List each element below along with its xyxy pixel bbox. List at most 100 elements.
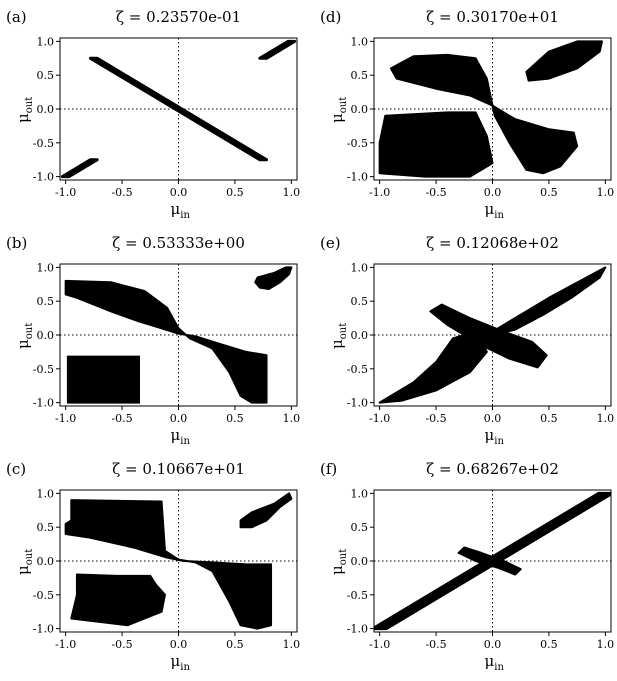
x-axis-subscript: in: [494, 436, 504, 447]
scatter-region: [457, 546, 522, 576]
y-tick-label: -1.0: [33, 171, 54, 184]
scatter-region: [258, 39, 297, 60]
x-tick-label: -1.0: [55, 412, 76, 425]
y-axis-label: μout: [328, 97, 349, 123]
y-tick-label: 0.5: [351, 69, 369, 82]
chart-panel-b: (b) ζ = 0.53333e+00 -1.0 -0.5 0.0 0.5 1.0 -1.0 -…: [0, 226, 300, 452]
y-tick-label: 0.5: [351, 295, 369, 308]
x-tick-label: 0.0: [484, 412, 502, 425]
panel-label: (c): [6, 460, 26, 478]
y-tick-label: 0.0: [351, 555, 369, 568]
y-axis-label-group: μout: [14, 323, 35, 349]
y-axis-label: μout: [14, 323, 35, 349]
y-tick-label: 0.5: [37, 295, 55, 308]
x-tick-label: 0.5: [540, 412, 558, 425]
x-tick-label: 0.5: [226, 638, 244, 651]
scatter-region: [497, 266, 607, 335]
y-axis-label-group: μout: [14, 549, 35, 575]
y-axis-label-group: μout: [14, 97, 35, 123]
panel-label: (a): [6, 8, 27, 26]
x-tick-label: 0.5: [540, 186, 558, 199]
y-axis-label-group: μout: [328, 323, 349, 349]
panel-label: (e): [320, 234, 341, 252]
data-regions: [60, 39, 297, 179]
y-axis-label: μout: [14, 97, 35, 123]
chart-panel-a: (a) ζ = 0.23570e-01 -1.0 -0.5 0.0 0.5 1.0 -1.0 -…: [0, 0, 300, 226]
chart-title: ζ = 0.12068e+02: [426, 234, 559, 252]
x-axis-label: μin: [485, 200, 505, 221]
y-tick-label: -1.0: [33, 623, 54, 636]
scatter-region: [378, 330, 488, 404]
scatter-region: [70, 573, 166, 627]
y-axis-subscript: out: [338, 323, 349, 339]
chart-svg-c: (c) ζ = 0.10667e+01 -1.0 -0.5 0.0 0.5 1.0 -1.0 -…: [6, 460, 300, 673]
x-tick-label: 0.5: [540, 638, 558, 651]
x-tick-label: 1.0: [597, 186, 615, 199]
x-tick-label: -1.0: [55, 186, 76, 199]
data-regions: [378, 40, 603, 178]
y-axis-symbol: μ: [14, 339, 32, 349]
y-tick-label: 0.0: [37, 103, 55, 116]
x-axis-symbol: μ: [171, 200, 181, 218]
y-axis-symbol: μ: [328, 339, 346, 349]
x-tick-label: 1.0: [283, 412, 301, 425]
x-axis-symbol: μ: [485, 200, 495, 218]
x-tick-label: -0.5: [111, 186, 132, 199]
y-tick-label: -0.5: [33, 137, 54, 150]
x-tick-label: -0.5: [425, 638, 446, 651]
y-tick-label: 0.5: [351, 521, 369, 534]
data-regions: [64, 266, 293, 404]
chart-svg-b: (b) ζ = 0.53333e+00 -1.0 -0.5 0.0 0.5 1.0 -1.0 -…: [6, 234, 301, 447]
y-axis-label: μout: [328, 323, 349, 349]
y-tick-label: -0.5: [33, 589, 54, 602]
chart-panel-e: (e) ζ = 0.12068e+02 -1.0 -0.5 0.0 0.5 1.0 -1.0 -…: [314, 226, 614, 452]
y-axis-symbol: μ: [328, 113, 346, 123]
x-tick-label: 1.0: [283, 186, 301, 199]
x-axis-subscript: in: [494, 210, 504, 221]
chart-title: ζ = 0.53333e+00: [112, 234, 245, 252]
x-tick-label: -0.5: [111, 412, 132, 425]
scatter-region: [525, 40, 603, 82]
y-tick-label: 0.0: [351, 103, 369, 116]
chart-svg-d: (d) ζ = 0.30170e+01 -1.0 -0.5 0.0 0.5 1.0 -1.0 -…: [320, 8, 615, 221]
y-tick-label: -0.5: [347, 363, 368, 376]
y-tick-label: 0.0: [351, 329, 369, 342]
y-axis-subscript: out: [24, 97, 35, 113]
y-tick-label: 0.0: [37, 329, 55, 342]
x-axis-subscript: in: [180, 436, 190, 447]
x-tick-label: 0.5: [226, 412, 244, 425]
y-axis-label-group: μout: [328, 97, 349, 123]
y-tick-label: -1.0: [347, 397, 368, 410]
y-tick-label: 1.0: [37, 261, 55, 274]
scatter-region: [254, 266, 293, 291]
panel-label: (b): [6, 234, 27, 252]
chart-svg-a: (a) ζ = 0.23570e-01 -1.0 -0.5 0.0 0.5 1.0 -1.0 -…: [6, 8, 301, 221]
x-tick-label: -0.5: [111, 638, 132, 651]
y-tick-label: 1.0: [351, 261, 369, 274]
panel-label: (f): [320, 460, 337, 478]
chart-panel-f: (f) ζ = 0.68267e+02 -1.0 -0.5 0.0 0.5 1.0 -1.0 -…: [314, 452, 614, 678]
x-tick-label: -0.5: [425, 412, 446, 425]
y-tick-label: -0.5: [33, 363, 54, 376]
x-tick-label: 0.0: [484, 638, 502, 651]
x-axis-symbol: μ: [485, 652, 495, 670]
chart-title: ζ = 0.30170e+01: [426, 8, 559, 26]
x-axis-symbol: μ: [485, 426, 495, 444]
scatter-region: [239, 492, 293, 529]
scatter-region: [378, 111, 494, 178]
chart-title: ζ = 0.23570e-01: [116, 8, 241, 26]
scatter-region: [66, 355, 140, 404]
scatter-region: [60, 158, 99, 179]
chart-panel-d: (d) ζ = 0.30170e+01 -1.0 -0.5 0.0 0.5 1.0 -1.0 -…: [314, 0, 614, 226]
x-axis-subscript: in: [494, 662, 504, 673]
data-regions: [374, 491, 611, 631]
y-tick-label: 1.0: [37, 487, 55, 500]
chart-title: ζ = 0.68267e+02: [426, 460, 559, 478]
x-axis-label: μin: [171, 200, 191, 221]
y-axis-symbol: μ: [328, 565, 346, 575]
scatter-region: [491, 104, 579, 175]
x-axis-label: μin: [171, 652, 191, 673]
x-tick-label: 0.0: [170, 638, 188, 651]
x-tick-label: -1.0: [55, 638, 76, 651]
y-tick-label: 1.0: [37, 35, 55, 48]
